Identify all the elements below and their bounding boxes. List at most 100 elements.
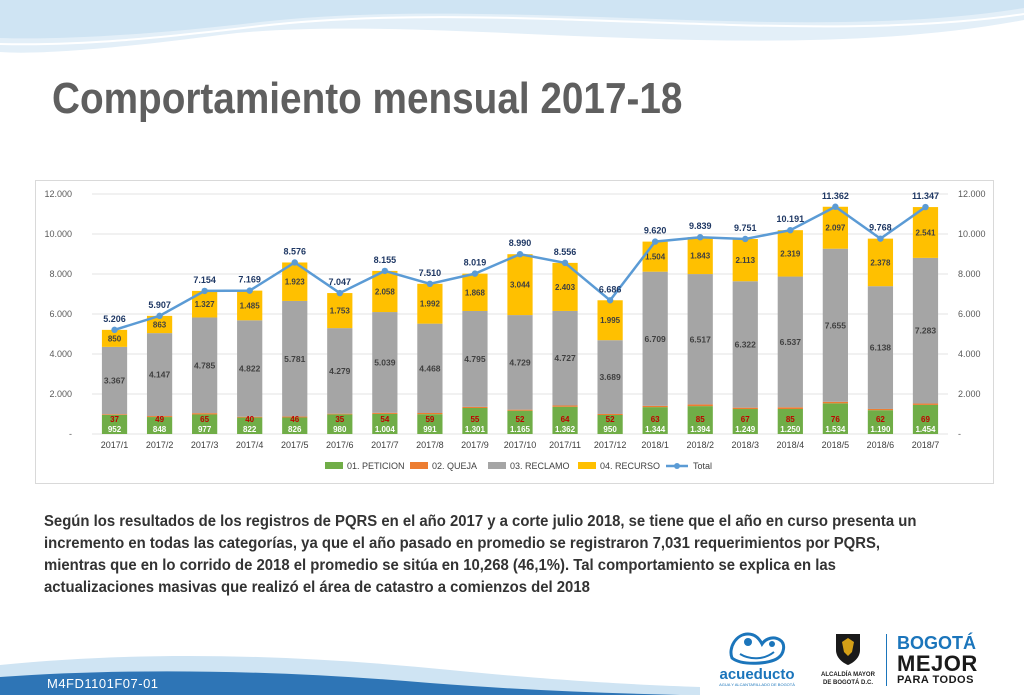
data-label-queja: 35 (335, 415, 344, 424)
data-label-queja: 69 (921, 415, 930, 424)
data-label-total: 7.047 (329, 277, 352, 287)
data-label-total: 9.839 (689, 221, 712, 231)
bar-reclamo (732, 281, 758, 408)
bar-peticion (192, 414, 218, 434)
data-label-peticion: 1.534 (825, 425, 846, 434)
legend-label: 02. QUEJA (432, 461, 477, 471)
bar-reclamo (912, 257, 939, 404)
legend-label: 01. PETICION (347, 461, 405, 471)
bar-peticion (101, 414, 128, 434)
data-label-peticion: 1.394 (690, 425, 711, 434)
y2-tick-label: 4.000 (958, 349, 981, 359)
data-label-recurso: 850 (108, 334, 122, 343)
bogota-logo-line3: PARA TODOS (897, 674, 974, 686)
bar-queja (101, 414, 128, 415)
x-tick-label: 2018/2 (686, 440, 714, 450)
coat-of-arms-icon (836, 634, 860, 665)
y-tick-label: 4.000 (49, 349, 72, 359)
data-label-recurso: 2.058 (375, 287, 396, 296)
data-label-reclamo: 4.468 (419, 363, 441, 373)
data-label-peticion: 1.190 (870, 425, 891, 434)
data-label-reclamo: 3.689 (599, 372, 621, 382)
total-point (606, 297, 614, 304)
data-label-recurso: 1.995 (600, 316, 621, 325)
data-label-recurso: 2.541 (915, 228, 936, 237)
data-label-queja: 52 (606, 415, 615, 424)
bar-reclamo (237, 320, 263, 417)
alcaldia-logo: ALCALDÍA MAYOR DE BOGOTÁ D.C. (817, 632, 879, 690)
data-label-reclamo: 4.795 (464, 354, 486, 364)
bar-reclamo (822, 248, 848, 402)
bar-reclamo (101, 346, 128, 415)
total-point (877, 235, 884, 242)
top-wave-front (0, 0, 1024, 39)
total-point (156, 312, 163, 320)
bar-peticion (777, 409, 803, 434)
x-tick-label: 2017/7 (371, 440, 399, 450)
frog-icon-eye-left (744, 638, 752, 646)
data-label-reclamo: 4.729 (509, 357, 531, 367)
y2-tick-label: 12.000 (958, 189, 986, 199)
bar-queja (642, 405, 668, 408)
acueducto-logo-subtitle: AGUA Y ALCANTARILLADO DE BOGOTÁ (719, 682, 795, 687)
bar-peticion (867, 410, 894, 434)
data-label-peticion: 1.301 (465, 425, 486, 434)
data-label-queja: 76 (831, 415, 840, 424)
data-label-recurso: 1.868 (465, 288, 486, 297)
bar-reclamo (417, 323, 443, 413)
y2-tick-label: 10.000 (958, 229, 986, 239)
legend-line-marker (674, 463, 680, 469)
bar-reclamo (282, 300, 308, 417)
bogota-logo-line2: MEJOR (897, 651, 978, 676)
bar-reclamo (687, 274, 713, 405)
total-point (471, 270, 479, 277)
bar-reclamo (192, 317, 218, 414)
total-point (111, 326, 118, 334)
x-tick-label: 2017/5 (281, 440, 309, 450)
frog-icon-body (729, 632, 786, 665)
bar-peticion (327, 414, 353, 434)
data-label-total: 9.620 (644, 226, 667, 236)
bogota-logo-line1: BOGOTÁ (897, 633, 976, 653)
footer-code: M4FD1101F07-01 (47, 676, 159, 691)
bar-peticion (237, 417, 263, 434)
bar-queja (507, 409, 533, 411)
x-tick-label: 2018/5 (822, 440, 850, 450)
data-label-peticion: 826 (288, 425, 302, 434)
data-label-reclamo: 6.322 (735, 339, 757, 349)
bar-peticion (146, 417, 173, 434)
x-tick-label: 2017/3 (191, 440, 219, 450)
data-label-total: 8.576 (283, 246, 306, 256)
x-tick-label: 2017/11 (549, 440, 581, 450)
data-label-peticion: 1.454 (915, 425, 936, 434)
data-label-total: 8.019 (464, 258, 487, 268)
x-tick-label: 2017/6 (326, 440, 354, 450)
bar-peticion (372, 413, 398, 434)
legend-label: 03. RECLAMO (510, 461, 570, 471)
data-label-recurso: 1.485 (240, 301, 261, 310)
data-label-peticion: 950 (603, 425, 617, 434)
bar-reclamo (327, 328, 353, 414)
data-label-queja: 62 (876, 415, 885, 424)
data-label-recurso: 1.923 (285, 278, 306, 287)
bar-queja (237, 416, 263, 418)
bar-recurso (146, 315, 173, 334)
x-tick-label: 2018/4 (777, 440, 805, 450)
total-point (832, 203, 839, 210)
bar-queja (912, 403, 939, 405)
frog-icon-eye-right (769, 641, 775, 647)
x-tick-label: 2017/8 (416, 440, 444, 450)
data-label-total: 8.155 (374, 255, 397, 265)
y2-tick-label: 2.000 (958, 389, 981, 399)
alcaldia-logo-line2: DE BOGOTÁ D.C. (822, 680, 873, 686)
data-label-reclamo: 6.537 (780, 337, 802, 347)
legend-label: Total (693, 461, 712, 471)
bar-queja (687, 404, 713, 407)
bar-queja (822, 401, 848, 404)
y-tick-label: 2.000 (49, 389, 72, 399)
bar-recurso (597, 300, 623, 341)
bar-queja (867, 408, 894, 411)
y2-tick-label: 8.000 (958, 269, 981, 279)
top-wave-line (0, 13, 1024, 46)
x-tick-label: 2018/6 (867, 440, 895, 450)
